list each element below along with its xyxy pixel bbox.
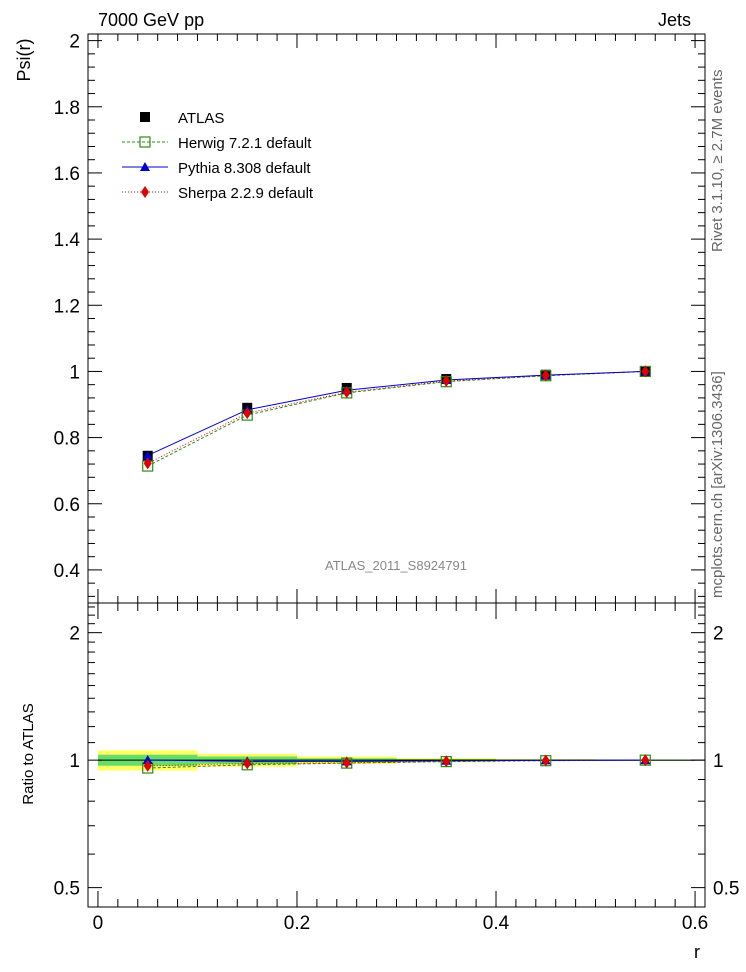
header-right: Jets [658, 10, 691, 30]
legend-herwig-marker [139, 136, 151, 148]
sherpa-point-0 [143, 457, 152, 470]
ratio-pythia-line [147, 759, 646, 762]
ratio-ytick-label-right: 0.5 [713, 879, 739, 900]
ratio-sherpa-point-2 [342, 756, 351, 769]
main-panel: 0.4 0.6 0.8 1 1.2 1.4 1.6 1.8 2 [54, 32, 706, 604]
sherpa-point-4 [541, 369, 550, 382]
sherpa-point-1 [243, 407, 252, 420]
main-ytick-label: 0.6 [54, 495, 80, 516]
legend-atlas-marker [140, 112, 150, 122]
main-ytick-label: 1.2 [54, 296, 80, 317]
ratio-pythia-point-0 [142, 754, 153, 764]
main-ytick-label: 1.8 [54, 98, 80, 119]
legend-herwig-label: Herwig 7.2.1 default [178, 135, 312, 152]
legend-sherpa-label: Sherpa 2.2.9 default [178, 185, 314, 202]
legend-atlas-label: ATLAS [178, 110, 224, 127]
ratio-panel: 0.5 0.5 1 1 2 2 0 0.2 0.4 0.6 [54, 602, 739, 934]
ratio-ytick-label-left: 0.5 [54, 879, 80, 900]
pythia-line [147, 370, 646, 456]
ratio-sherpa-point-5 [641, 754, 650, 767]
x-tick-label: 0.6 [682, 913, 708, 934]
x-tick-label: 0 [93, 913, 104, 934]
main-ytick-label: 0.4 [54, 561, 81, 582]
legend-pythia-marker [140, 162, 150, 171]
legend-pythia-label: Pythia 8.308 default [178, 160, 311, 177]
ratio-sherpa-point-1 [243, 757, 252, 770]
ratio-sherpa-point-4 [541, 754, 550, 767]
ratio-herwig-line [147, 759, 646, 769]
main-ytick-label: 2 [69, 32, 80, 53]
legend: ATLAS Herwig 7.2.1 default Pythia 8.308 … [122, 110, 314, 202]
x-axis-label: r [694, 942, 700, 962]
main-ytick-label: 1.4 [54, 230, 81, 251]
side-label-bottom: mcplots.cern.ch [arXiv:1306.3436] [709, 371, 726, 598]
x-tick-label: 0.4 [483, 913, 510, 934]
ratio-ytick-label-right: 2 [713, 624, 724, 645]
sherpa-point-5 [641, 365, 650, 378]
legend-sherpa-marker [141, 186, 149, 198]
main-ylabel: Psi(r) [14, 39, 34, 82]
x-tick-label: 0.2 [284, 913, 310, 934]
ratio-ytick-label-left: 1 [69, 751, 80, 772]
header-left: 7000 GeV pp [98, 10, 204, 30]
ratio-sherpa-point-0 [143, 759, 152, 772]
side-label-top: Rivet 3.1.10, ≥ 2.7M events [709, 70, 726, 253]
ratio-ytick-label-left: 2 [69, 624, 80, 645]
main-ytick-label: 0.8 [54, 429, 80, 450]
sherpa-point-2 [342, 386, 351, 399]
ratio-ylabel: Ratio to ATLAS [20, 703, 37, 804]
pythia-point-0 [142, 450, 153, 460]
ratio-ytick-label-right: 1 [713, 751, 724, 772]
main-ytick-label: 1.6 [54, 164, 80, 185]
watermark: ATLAS_2011_S8924791 [325, 558, 467, 573]
sherpa-point-3 [442, 375, 451, 388]
main-ytick-label: 1 [69, 362, 80, 383]
ratio-sherpa-point-3 [442, 755, 451, 768]
